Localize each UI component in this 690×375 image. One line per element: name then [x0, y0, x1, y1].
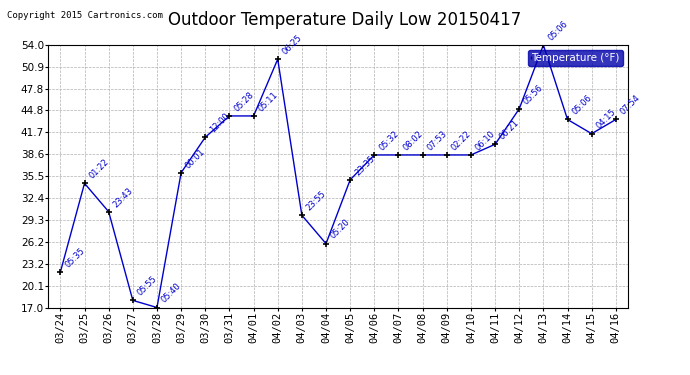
- Text: Copyright 2015 Cartronics.com: Copyright 2015 Cartronics.com: [7, 11, 163, 20]
- Text: 23:35: 23:35: [353, 154, 376, 177]
- Text: 05:40: 05:40: [160, 282, 183, 305]
- Text: 07:53: 07:53: [426, 129, 449, 152]
- Text: Outdoor Temperature Daily Low 20150417: Outdoor Temperature Daily Low 20150417: [168, 11, 522, 29]
- Text: 00:01: 00:01: [184, 147, 207, 170]
- Text: 02:22: 02:22: [450, 129, 473, 152]
- Text: 05:11: 05:11: [257, 90, 279, 113]
- Text: 08:02: 08:02: [402, 129, 424, 152]
- Text: 23:43: 23:43: [112, 186, 135, 209]
- Text: 05:28: 05:28: [233, 90, 255, 113]
- Text: 05:20: 05:20: [329, 218, 352, 241]
- Text: 05:06: 05:06: [546, 19, 569, 42]
- Text: 05:32: 05:32: [377, 129, 400, 152]
- Text: 01:22: 01:22: [88, 158, 110, 181]
- Text: 04:15: 04:15: [595, 108, 618, 131]
- Text: 23:55: 23:55: [305, 189, 328, 213]
- Text: 05:06: 05:06: [571, 93, 593, 117]
- Text: 07:54: 07:54: [619, 93, 642, 117]
- Text: 06:10: 06:10: [474, 129, 497, 152]
- Text: 06:25: 06:25: [281, 33, 304, 56]
- Legend: Temperature (°F): Temperature (°F): [528, 50, 622, 66]
- Text: 06:21: 06:21: [498, 118, 521, 141]
- Text: 05:55: 05:55: [136, 274, 159, 298]
- Text: 12:00: 12:00: [208, 111, 231, 135]
- Text: 05:56: 05:56: [522, 83, 545, 106]
- Text: 05:35: 05:35: [63, 246, 86, 269]
